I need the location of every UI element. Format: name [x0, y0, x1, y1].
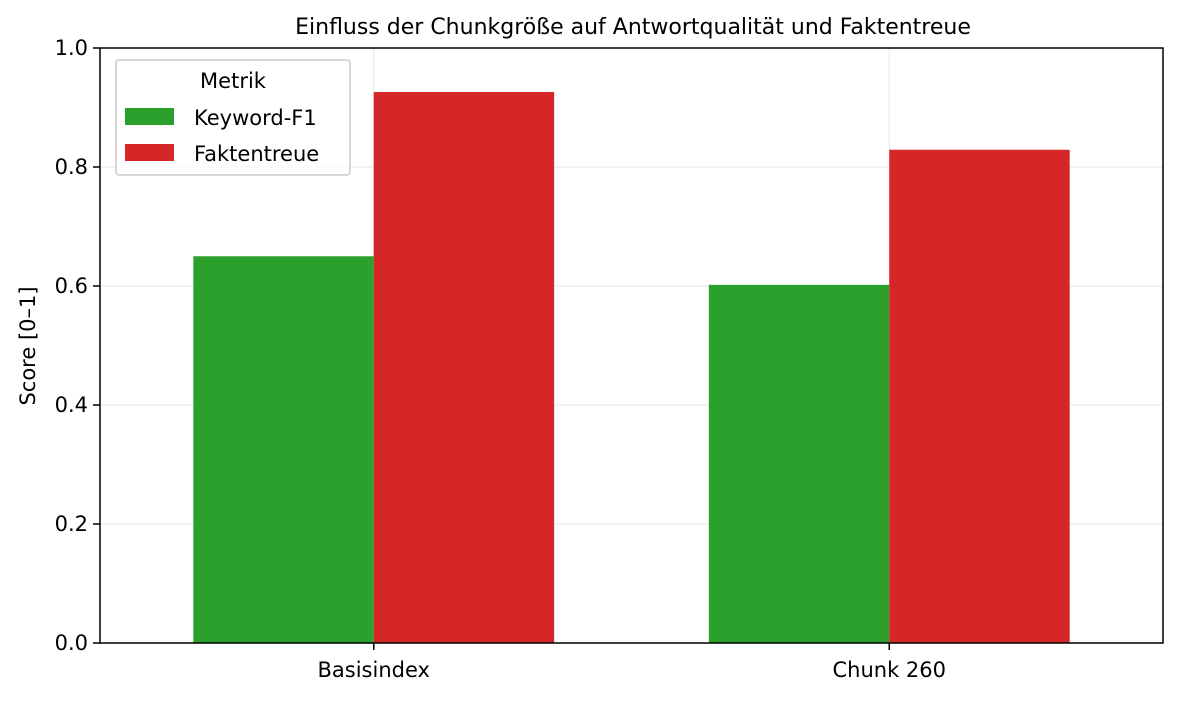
bar-keyword-f1-0 — [193, 256, 374, 643]
bar-keyword-f1-1 — [708, 284, 890, 643]
bar-faktentreue-1 — [889, 149, 1070, 643]
plot-frame — [99, 47, 1164, 644]
bar-faktentreue-0 — [373, 92, 555, 643]
y-tick-label: 0.4 — [55, 393, 88, 417]
axes-layer: 0.0 0.2 0.4 0.6 0.8 1.0 Basisindex Chunk 260 — [55, 36, 1164, 682]
legend: Metrik Keyword-F1 Faktentreue — [115, 59, 351, 176]
y-tick-label: 0.6 — [55, 274, 88, 298]
legend-label-faktentreue: Faktentreue — [194, 142, 319, 166]
legend-swatch-keyword-f1 — [125, 108, 174, 125]
legend-title: Metrik — [200, 69, 267, 93]
legend-label-keyword-f1: Keyword-F1 — [194, 106, 317, 130]
x-tick-label: Basisindex — [318, 658, 430, 682]
legend-swatch-faktentreue — [125, 144, 174, 161]
y-axis-label: Score [0–1] — [16, 286, 40, 405]
y-tick-label: 0.2 — [55, 512, 88, 536]
chart-title: Einfluss der Chunkgröße auf Antwortquali… — [295, 15, 971, 40]
y-tick-label: 0.8 — [55, 155, 88, 179]
y-tick-label: 1.0 — [55, 36, 88, 60]
bars-layer — [193, 92, 1070, 643]
legend-box — [115, 59, 351, 176]
x-tick-label: Chunk 260 — [833, 658, 947, 682]
y-tick-label: 0.0 — [55, 631, 88, 655]
